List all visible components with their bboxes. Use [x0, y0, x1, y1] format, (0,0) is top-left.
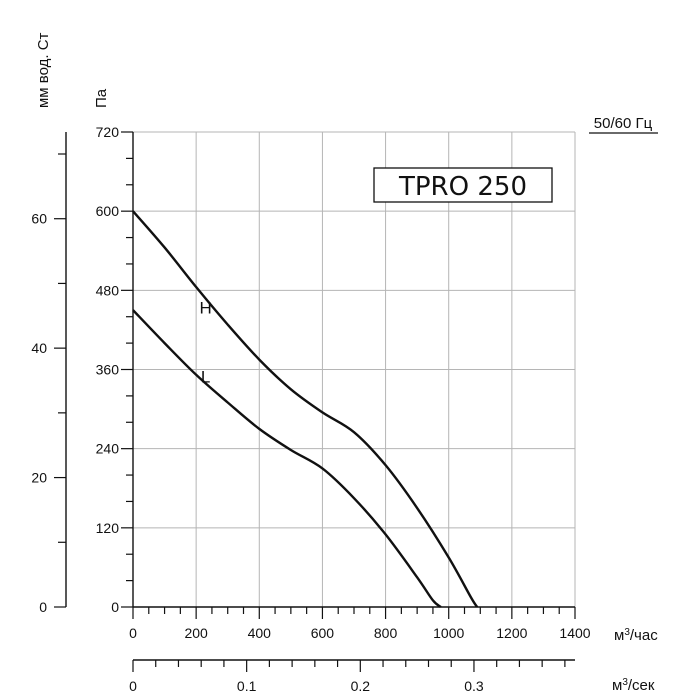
x2-tick-label-0.3: 0.3 — [464, 678, 484, 694]
x-tick-label-1200: 1200 — [496, 625, 527, 641]
x2-tick-label-0: 0 — [129, 678, 137, 694]
x-tick-label-400: 400 — [248, 625, 272, 641]
x-tick-label-1400: 1400 — [559, 625, 590, 641]
y2-tick-label-20: 20 — [31, 470, 47, 486]
y-axis-title-pa: Па — [93, 88, 110, 108]
x2-axis-title: м3/сек — [612, 677, 655, 695]
y-tick-label-120: 120 — [96, 520, 120, 536]
x-tick-label-800: 800 — [374, 625, 398, 641]
y2-tick-label-60: 60 — [31, 211, 47, 227]
x-tick-label-0: 0 — [129, 625, 137, 641]
x2-tick-label-0.2: 0.2 — [351, 678, 371, 694]
y2-tick-label-0: 0 — [39, 599, 47, 615]
y-tick-label-0: 0 — [111, 599, 119, 615]
y-tick-label-360: 360 — [96, 362, 120, 378]
x-tick-label-600: 600 — [311, 625, 335, 641]
y-tick-label-600: 600 — [96, 203, 120, 219]
x-axis-title: м3/час — [614, 627, 658, 645]
y-tick-label-240: 240 — [96, 441, 120, 457]
curve-L — [132, 309, 442, 608]
grid — [133, 131, 576, 607]
model-label-box — [373, 167, 553, 203]
curve-label-H: H — [199, 298, 211, 317]
y2-tick-label-40: 40 — [31, 340, 47, 356]
x-tick-label-1000: 1000 — [433, 625, 464, 641]
y2-axis-title-mm: мм вод. Ст — [35, 32, 52, 108]
y-tick-label-480: 480 — [96, 282, 120, 298]
frequency-label: 50/60 Гц — [594, 115, 653, 132]
model-label: TPRO 250 — [398, 172, 527, 202]
x-tick-label-200: 200 — [184, 625, 208, 641]
curves — [132, 210, 479, 608]
axes — [54, 131, 576, 672]
curve-H — [132, 210, 479, 608]
curve-label-L: L — [201, 368, 210, 387]
y-tick-label-720: 720 — [96, 124, 120, 140]
x2-tick-label-0.1: 0.1 — [237, 678, 257, 694]
